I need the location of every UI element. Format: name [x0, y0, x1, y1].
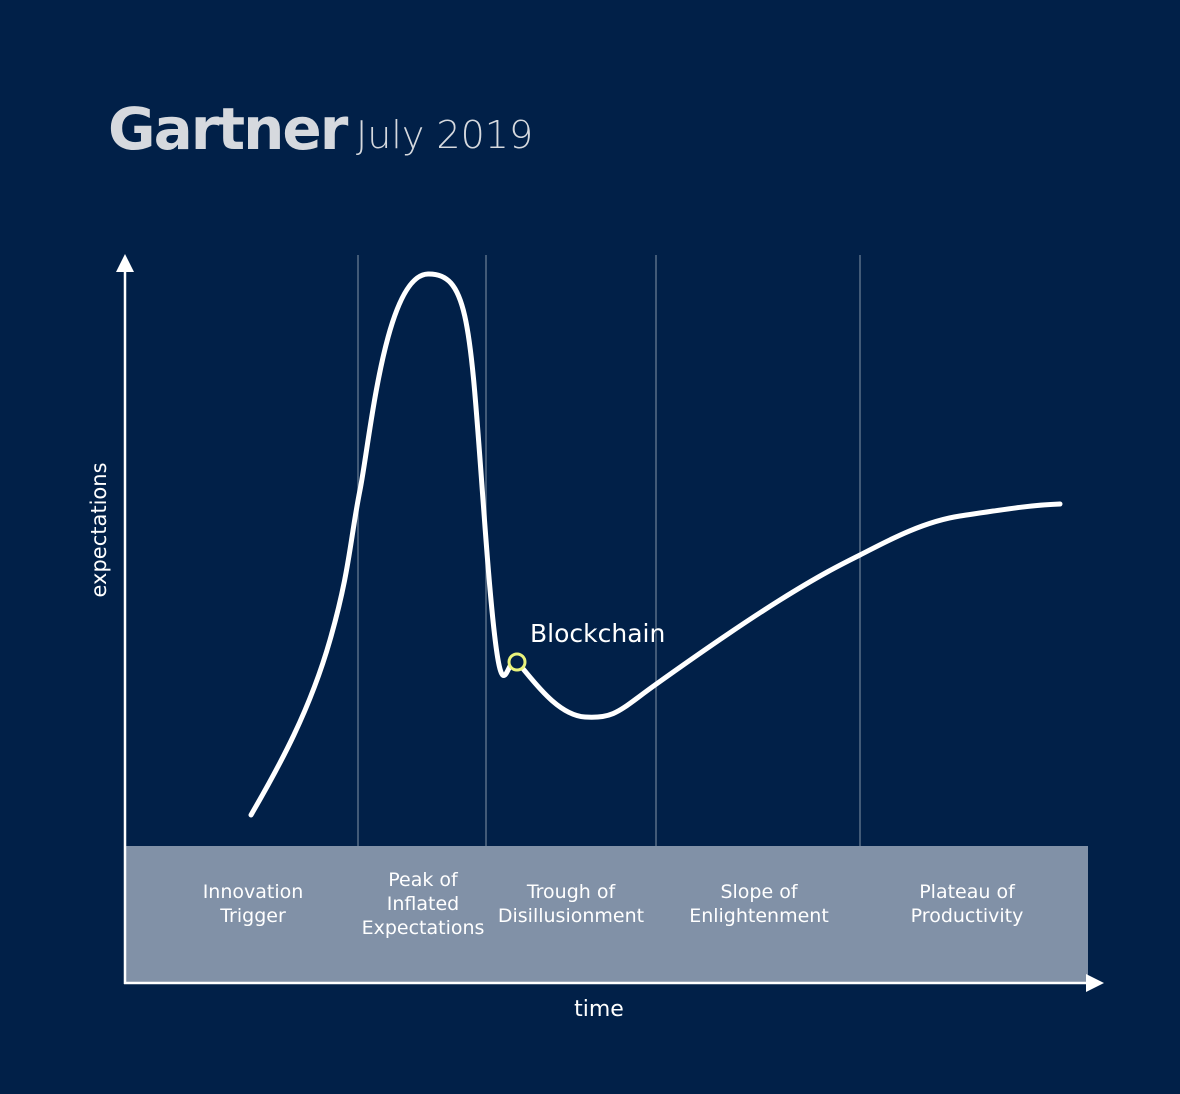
date: July 2019	[356, 113, 533, 157]
phase-label: Disillusionment	[498, 905, 644, 927]
y-axis-label: expectations	[87, 462, 111, 597]
phase-label: Trigger	[219, 905, 286, 927]
phase-label: Inflated	[387, 893, 459, 915]
x-arrow	[1086, 974, 1104, 992]
phase-label: Plateau of	[919, 881, 1016, 903]
brand: Gartner	[108, 95, 349, 163]
phase-label: Enlightenment	[689, 905, 829, 927]
phase-label: Peak of	[388, 869, 459, 891]
phase-label: Innovation	[203, 881, 304, 903]
phase-dividers	[357, 255, 861, 846]
phase-label: Trough of	[526, 881, 617, 903]
phase-label: Productivity	[911, 905, 1024, 927]
hype-curve	[248, 271, 1063, 818]
phase-label: Expectations	[362, 917, 485, 939]
phase-band	[125, 846, 1088, 983]
marker	[507, 652, 527, 672]
x-axis-label: time	[574, 997, 624, 1022]
y-arrow	[116, 254, 134, 272]
phase-label: Slope of	[720, 881, 798, 903]
annotation: Blockchain	[530, 619, 665, 648]
